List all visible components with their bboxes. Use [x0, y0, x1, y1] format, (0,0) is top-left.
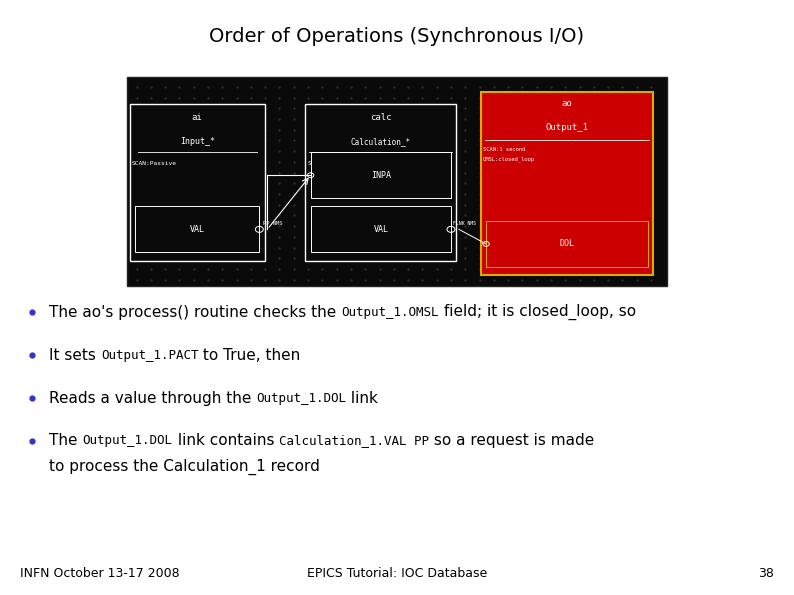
- Text: DOL: DOL: [560, 239, 575, 249]
- Text: Output_1.DOL: Output_1.DOL: [256, 392, 346, 405]
- Text: SCAN:1 second: SCAN:1 second: [483, 146, 526, 152]
- Text: Output_1.DOL: Output_1.DOL: [83, 434, 172, 447]
- FancyBboxPatch shape: [480, 92, 653, 275]
- FancyBboxPatch shape: [127, 77, 667, 286]
- FancyBboxPatch shape: [305, 105, 457, 261]
- Text: so a request is made: so a request is made: [429, 433, 594, 449]
- Text: It sets: It sets: [49, 347, 101, 363]
- Text: Calculation_1.VAL PP: Calculation_1.VAL PP: [279, 434, 429, 447]
- Text: ai: ai: [192, 113, 202, 122]
- Text: calc: calc: [370, 113, 391, 122]
- Text: SCAN:Passive: SCAN:Passive: [132, 161, 177, 166]
- Text: Calculation_*: Calculation_*: [351, 137, 410, 146]
- FancyBboxPatch shape: [310, 152, 451, 198]
- Text: INFN October 13-17 2008: INFN October 13-17 2008: [20, 567, 179, 580]
- FancyBboxPatch shape: [486, 221, 648, 267]
- Text: Output_1: Output_1: [545, 123, 588, 132]
- Text: Reads a value through the: Reads a value through the: [49, 390, 256, 406]
- Text: field; it is closed_loop, so: field; it is closed_loop, so: [439, 304, 636, 321]
- FancyBboxPatch shape: [129, 105, 264, 261]
- Text: Output_1.PACT: Output_1.PACT: [101, 349, 198, 362]
- Text: The ao's process() routine checks the: The ao's process() routine checks the: [49, 305, 341, 320]
- Text: SCAN:Passive: SCAN:Passive: [307, 161, 353, 166]
- Text: Input_*: Input_*: [179, 137, 214, 146]
- Text: INPA: INPA: [371, 171, 391, 180]
- Text: PP NMS: PP NMS: [264, 221, 283, 226]
- Text: OMSL:closed_loop: OMSL:closed_loop: [483, 156, 535, 162]
- Text: The: The: [49, 433, 83, 449]
- Text: 38: 38: [758, 567, 774, 580]
- FancyBboxPatch shape: [310, 206, 451, 252]
- Text: to process the Calculation_1 record: to process the Calculation_1 record: [49, 459, 320, 475]
- Text: link contains: link contains: [172, 433, 279, 449]
- FancyBboxPatch shape: [135, 206, 260, 252]
- Text: EPICS Tutorial: IOC Database: EPICS Tutorial: IOC Database: [306, 567, 488, 580]
- Text: VAL: VAL: [190, 225, 205, 234]
- Text: Order of Operations (Synchronous I/O): Order of Operations (Synchronous I/O): [210, 27, 584, 46]
- Text: ao: ao: [561, 99, 572, 108]
- Text: to True, then: to True, then: [198, 347, 301, 363]
- Text: FLNK NMS: FLNK NMS: [453, 221, 476, 226]
- Text: VAL: VAL: [373, 225, 388, 234]
- Text: link: link: [346, 390, 379, 406]
- Text: Output_1.OMSL: Output_1.OMSL: [341, 306, 439, 319]
